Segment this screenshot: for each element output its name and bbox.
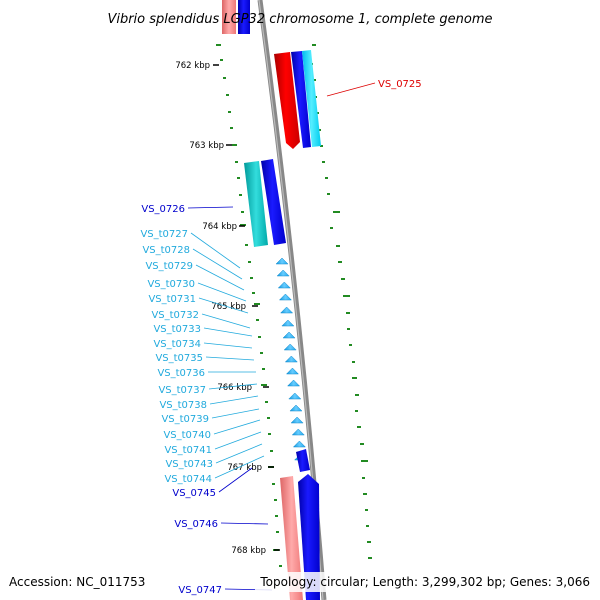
trna-mark[interactable] (277, 281, 291, 289)
trna-mark[interactable] (280, 306, 294, 314)
cds-vs0725-blue[interactable] (291, 51, 311, 148)
ruler-label: 768 kbp (231, 546, 266, 556)
trna-mark[interactable] (291, 428, 305, 436)
leader-line (201, 313, 251, 329)
map-title: Vibrio splendidus LGP32 chromosome 1, co… (107, 12, 492, 27)
leader-line (211, 408, 260, 419)
cds-vs0725-cyan[interactable] (302, 50, 321, 147)
leader-line (197, 282, 247, 302)
feature-label-vs_t0737[interactable]: VS_t0737 (158, 385, 206, 396)
cds-bottom-pink[interactable] (280, 476, 303, 600)
leader-line (190, 232, 241, 269)
trna-mark[interactable] (286, 379, 301, 387)
summary-text: Topology: circular; Length: 3,299,302 bp… (259, 575, 590, 589)
feature-label-vs_t0729[interactable]: VS_t0729 (145, 261, 193, 272)
ruler-label: 767 kbp (227, 463, 262, 473)
feature-label-vs_t0740[interactable]: VS_t0740 (163, 430, 211, 441)
feature-label-vs_t0727[interactable]: VS_t0727 (140, 229, 188, 240)
accession-text: Accession: NC_011753 (9, 575, 145, 589)
footer-background (255, 572, 600, 592)
feature-label-vs_t0741[interactable]: VS_t0741 (164, 445, 212, 456)
cds-vs0726-teal[interactable] (244, 161, 268, 247)
top-features (222, 0, 250, 34)
feature-labels: VS_0725 VS_0726 VS_t0727 VS_t0728 VS_t0729 VS… (140, 79, 421, 596)
feature-label-vs_t0738[interactable]: VS_t0738 (159, 400, 207, 411)
ruler-label: 766 kbp (217, 383, 252, 393)
cds-top-blue (238, 0, 250, 34)
leader-line (209, 395, 259, 405)
feature-vs0726-group[interactable] (244, 159, 286, 247)
feature-label-vs_0725[interactable]: VS_0725 (378, 79, 422, 90)
feature-label-vs_t0728[interactable]: VS_t0728 (142, 245, 190, 256)
feature-label-vs_0746[interactable]: VS_0746 (174, 519, 218, 530)
trna-mark[interactable] (289, 404, 303, 412)
feature-label-vs_t0731[interactable]: VS_t0731 (148, 294, 196, 305)
feature-label-vs_0747[interactable]: VS_0747 (178, 585, 222, 596)
feature-label-vs_t0735[interactable]: VS_t0735 (155, 353, 203, 364)
leader-line (214, 431, 262, 450)
leader-line (205, 356, 255, 361)
ruler-label: 763 kbp (189, 141, 224, 151)
leader-line (218, 467, 253, 493)
feature-label-vs_t0734[interactable]: VS_t0734 (153, 339, 201, 350)
feature-label-vs_0726[interactable]: VS_0726 (141, 204, 185, 215)
feature-label-vs_t0743[interactable]: VS_t0743 (165, 459, 213, 470)
cds-top-pink (222, 0, 236, 34)
trna-mark[interactable] (276, 269, 290, 277)
feature-label-vs_t0730[interactable]: VS_t0730 (147, 279, 195, 290)
trna-mark[interactable] (284, 355, 298, 363)
trna-mark[interactable] (285, 367, 300, 375)
leader-line (215, 443, 263, 464)
leader-line (220, 522, 269, 525)
leader-line (198, 297, 249, 314)
leader-line (187, 206, 234, 209)
feature-label-vs_t0736[interactable]: VS_t0736 (157, 368, 205, 379)
feature-vs0725-group[interactable] (274, 50, 321, 149)
feature-label-vs_t0739[interactable]: VS_t0739 (161, 414, 209, 425)
leader-line (195, 264, 245, 291)
trna-mark[interactable] (290, 416, 304, 424)
trna-mark[interactable] (282, 331, 296, 339)
trna-mark[interactable] (288, 392, 302, 400)
leader-line (208, 383, 258, 390)
leader-line (203, 342, 253, 349)
trna-mark[interactable] (275, 257, 289, 265)
feature-label-vs_t0732[interactable]: VS_t0732 (151, 310, 199, 321)
feature-label-vs_t0744[interactable]: VS_t0744 (164, 474, 212, 485)
trna-mark[interactable] (281, 319, 295, 327)
ruler-label: 762 kbp (175, 61, 210, 71)
leader-line (192, 248, 243, 280)
trna-mark[interactable] (278, 293, 293, 301)
leader-line (326, 82, 376, 97)
feature-label-vs_0745[interactable]: VS_0745 (172, 488, 216, 499)
leader-line (203, 327, 253, 337)
leader-line (213, 419, 261, 435)
cds-bottom-blue[interactable] (298, 474, 320, 600)
cds-vs0726-blue[interactable] (261, 159, 286, 245)
cds-vs0745[interactable] (296, 449, 310, 472)
cds-vs0725-red[interactable] (274, 52, 300, 149)
trna-mark[interactable] (292, 440, 306, 448)
leader-line (214, 455, 265, 479)
trna-mark[interactable] (283, 343, 297, 351)
ruler-label: 764 kbp (202, 222, 237, 232)
bottom-features (280, 474, 320, 600)
feature-label-vs_t0733[interactable]: VS_t0733 (153, 324, 201, 335)
